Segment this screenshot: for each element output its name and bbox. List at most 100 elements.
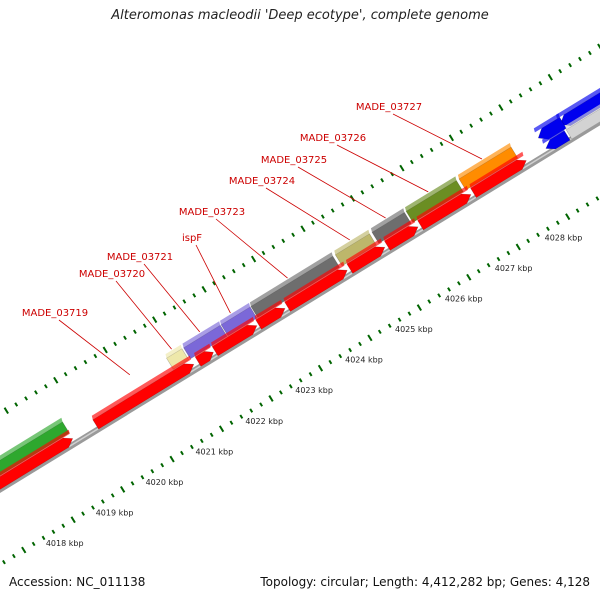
inner-tick [298, 378, 303, 383]
kbp-label: 4019 kbp [96, 508, 134, 517]
inner-tick [239, 414, 244, 419]
inner-tick [486, 262, 491, 268]
cds-8 [383, 226, 419, 251]
inner-tick [180, 450, 184, 456]
cds-2-top [91, 355, 191, 420]
map-title: Alteromonas macleodii 'Deep ecotype', co… [111, 8, 489, 23]
inner-tick [575, 208, 580, 213]
gene-label-leader [58, 319, 131, 376]
outer-tick [469, 123, 474, 128]
inner-tick [169, 455, 175, 463]
inner-tick [308, 372, 313, 377]
outer-tick [93, 353, 98, 359]
outer-tick [250, 255, 257, 263]
inner-tick [100, 499, 105, 504]
genome-summary: Topology: circular; Length: 4,412,282 bp… [260, 575, 590, 589]
cds-10 [470, 159, 527, 199]
gene-blue-3-top [542, 126, 565, 144]
outer-tick [419, 153, 424, 159]
inner-tick [585, 202, 590, 207]
inner-tick [496, 256, 501, 262]
outer-tick [241, 262, 246, 268]
inner-tick [506, 250, 511, 256]
cds-7-top [345, 238, 382, 264]
cds-2 [92, 363, 195, 430]
outer-tick [201, 285, 207, 293]
gene-madE03725-top [370, 208, 405, 233]
gene-label: ispF [182, 233, 202, 244]
gene-label: MADE_03723 [179, 207, 245, 218]
outer-tick [538, 81, 543, 86]
kbp-label: 4020 kbp [146, 478, 184, 487]
outer-tick [142, 323, 147, 328]
inner-tick [338, 353, 343, 359]
inner-tick [160, 462, 165, 468]
inner-tick [515, 243, 521, 251]
inner-tick [447, 287, 451, 292]
cds-4-top [211, 316, 254, 347]
outer-tick [587, 50, 592, 56]
inner-tick [397, 317, 402, 322]
outer-tick [3, 407, 9, 414]
cds-9-top [416, 185, 468, 221]
outer-tick [132, 329, 137, 335]
gene-label: MADE_03724 [229, 176, 295, 187]
inner-tick [61, 523, 66, 528]
inner-tick [358, 341, 362, 347]
inner-tick [328, 359, 333, 365]
outer-tick [448, 134, 455, 142]
inner-tick [457, 281, 461, 286]
inner-tick [555, 220, 560, 225]
inner-tick [51, 529, 56, 535]
outer-tick [162, 311, 167, 316]
cds-5 [255, 307, 286, 330]
gene-label-leader [392, 113, 483, 160]
inner-tick [268, 395, 274, 402]
inner-tick [11, 553, 16, 559]
outer-tick [380, 178, 385, 183]
gene-label: MADE_03725 [261, 155, 327, 166]
outer-tick [439, 141, 444, 147]
outer-tick [429, 147, 434, 153]
inner-tick [437, 293, 442, 298]
gene-blue-3 [545, 130, 571, 150]
gene-label-leader [115, 280, 172, 350]
inner-tick [21, 546, 27, 554]
kbp-label: 4022 kbp [245, 417, 283, 426]
gene-label-leader [143, 263, 201, 333]
cds-1 [0, 437, 74, 490]
outer-tick [182, 299, 187, 304]
inner-tick [91, 505, 95, 510]
outer-tick [14, 402, 19, 407]
inner-tick [278, 390, 283, 395]
outer-tick [300, 225, 306, 233]
gene-blue-1-top [533, 113, 560, 133]
outer-tick [459, 129, 464, 134]
outer-tick [152, 316, 158, 324]
gene-features [0, 87, 600, 490]
inner-tick [189, 444, 194, 450]
outer-tick [370, 184, 375, 189]
inner-tick [427, 299, 432, 304]
outer-tick [558, 68, 563, 74]
inner-tick [565, 213, 571, 221]
inner-tick [595, 196, 600, 201]
inner-tick [526, 238, 531, 244]
outer-tick [123, 335, 127, 341]
inner-tick [546, 226, 550, 232]
outer-tick [547, 73, 553, 81]
inner-tick [288, 384, 293, 389]
gene-blue-2-top [556, 87, 600, 119]
outer-tick [53, 376, 59, 384]
outer-tick [340, 202, 345, 207]
outer-tick [24, 396, 28, 401]
outer-tick [212, 281, 216, 286]
inner-tick [81, 511, 85, 516]
inner-tick [259, 402, 264, 407]
outer-tick [113, 341, 118, 347]
outer-tick [518, 93, 523, 98]
outer-tick [73, 365, 78, 371]
gene-label: MADE_03720 [79, 269, 145, 280]
gene-madE03721-top [182, 321, 221, 348]
inner-tick [2, 559, 6, 565]
